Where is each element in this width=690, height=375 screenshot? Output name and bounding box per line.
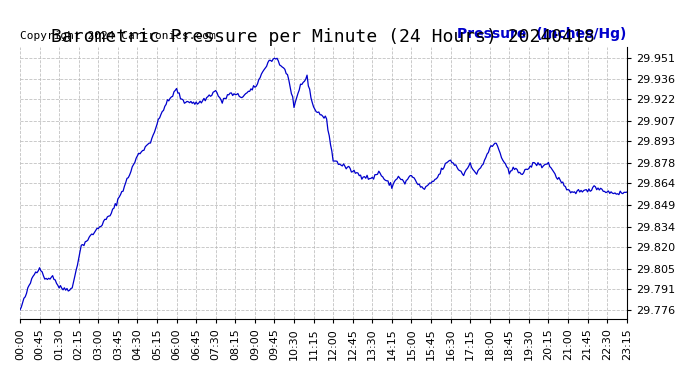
Text: Pressure  (Inches/Hg): Pressure (Inches/Hg): [457, 27, 627, 40]
Title: Barometric Pressure per Minute (24 Hours) 20240418: Barometric Pressure per Minute (24 Hours…: [52, 28, 595, 46]
Text: Copyright 2024 Cartronics.com: Copyright 2024 Cartronics.com: [20, 31, 216, 40]
